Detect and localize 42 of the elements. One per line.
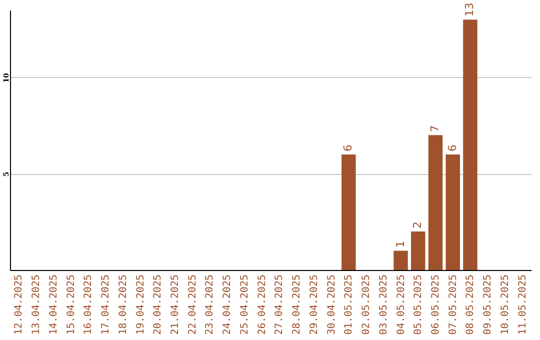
data-label: 7: [428, 125, 442, 132]
x-tick-label: 25.04.2025: [239, 274, 250, 335]
x-tick-label: 18.04.2025: [118, 274, 129, 335]
x-tick-label: 21.04.2025: [170, 274, 181, 335]
x-tick-label: 13.04.2025: [31, 274, 42, 335]
x-tick-label: 08.05.2025: [465, 274, 476, 335]
x-tick-label: 30.04.2025: [326, 274, 338, 335]
x-tick-label: 06.05.2025: [430, 274, 442, 335]
data-label: 6: [342, 144, 355, 152]
data-label: 1: [394, 240, 407, 248]
x-tick-label: 19.04.2025: [135, 274, 146, 335]
x-tick-label: 03.05.2025: [378, 274, 390, 335]
bar: [446, 154, 460, 270]
x-tick-label: 09.05.2025: [482, 274, 494, 335]
data-label: 6: [446, 144, 459, 152]
x-tick-label: 16.04.2025: [83, 274, 94, 335]
data-label: 2: [411, 221, 424, 228]
x-tick-label: 01.05.2025: [344, 274, 355, 335]
bar: [394, 250, 408, 270]
bar: [428, 135, 443, 270]
x-tick-label: 27.04.2025: [274, 274, 286, 335]
x-tick-label: 24.04.2025: [222, 274, 234, 335]
x-tick-label: 14.04.2025: [48, 274, 60, 335]
bar: [463, 20, 478, 270]
data-label: 13: [463, 2, 476, 17]
x-tick-label: 23.04.2025: [204, 274, 216, 335]
bar: [342, 154, 356, 270]
x-tick-label: 10.05.2025: [500, 274, 511, 335]
x-tick-label: 11.05.2025: [517, 274, 528, 335]
bar: [410, 231, 426, 270]
x-tick-label: 26.04.2025: [256, 274, 268, 335]
x-tick-label: 22.04.2025: [187, 274, 198, 335]
x-tick-label: 28.04.2025: [292, 274, 303, 335]
x-tick-label: 12.04.2025: [14, 274, 25, 335]
x-tick-label: 02.05.2025: [361, 274, 372, 335]
x-tick-label: 04.05.2025: [396, 274, 407, 335]
x-tick-label: 20.04.2025: [152, 274, 164, 335]
x-tick-label: 17.04.2025: [100, 274, 112, 335]
x-tick-label: 05.05.2025: [413, 274, 424, 335]
x-tick-label: 29.04.2025: [308, 274, 320, 335]
x-tick-label: 15.04.2025: [66, 274, 77, 335]
x-tick-label: 07.05.2025: [448, 274, 459, 335]
